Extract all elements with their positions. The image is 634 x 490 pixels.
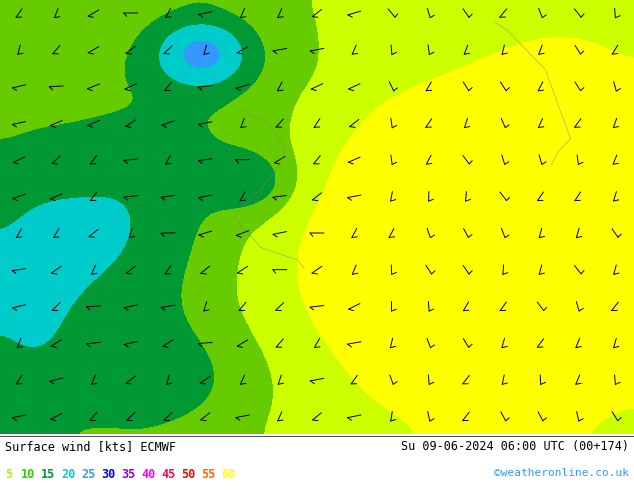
Text: 20: 20 xyxy=(61,468,75,481)
Text: 45: 45 xyxy=(161,468,175,481)
Text: 35: 35 xyxy=(121,468,135,481)
Text: 60: 60 xyxy=(221,468,235,481)
Text: 25: 25 xyxy=(81,468,95,481)
Text: 10: 10 xyxy=(21,468,36,481)
Text: Surface wind [kts] ECMWF: Surface wind [kts] ECMWF xyxy=(5,440,176,453)
Text: 40: 40 xyxy=(141,468,155,481)
Text: 30: 30 xyxy=(101,468,115,481)
Text: 5: 5 xyxy=(5,468,12,481)
Text: 50: 50 xyxy=(181,468,195,481)
Text: 15: 15 xyxy=(41,468,55,481)
Text: ©weatheronline.co.uk: ©weatheronline.co.uk xyxy=(494,468,629,478)
Text: 55: 55 xyxy=(201,468,216,481)
Text: Su 09-06-2024 06:00 UTC (00+174): Su 09-06-2024 06:00 UTC (00+174) xyxy=(401,440,629,453)
